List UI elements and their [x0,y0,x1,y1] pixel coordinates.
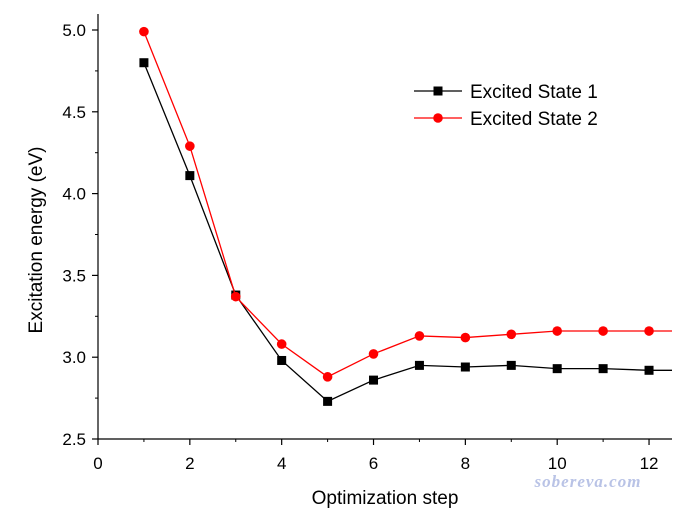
data-point [506,360,516,370]
x-axis-ticks: 0 2 4 6 8 10 12 [93,439,659,473]
y-axis-ticks: 2.5 3.0 3.5 4.0 4.5 5.0 [62,21,98,449]
data-point [414,360,424,370]
data-point [552,364,562,374]
y-axis-title: Excitation energy (eV) [26,147,47,334]
y-tick-label: 4.0 [62,185,86,204]
data-point [185,171,195,181]
data-point [368,349,379,359]
data-point [552,326,562,336]
x-tick-label: 12 [640,454,659,473]
x-tick-label: 6 [369,454,378,473]
legend: Excited State 1 Excited State 2 [414,82,598,130]
data-point [598,326,608,336]
x-tick-label: 2 [185,454,194,473]
data-point [230,291,241,302]
y-tick-label: 3.0 [62,348,86,367]
data-point [598,364,608,374]
data-point [139,26,149,37]
legend-label: Excited State 2 [470,109,598,130]
watermark: sobereva.com [534,472,642,491]
data-point [323,396,333,406]
plot-frame [97,14,672,440]
data-point [276,339,287,349]
data-point [414,331,425,341]
legend-item: Excited State 2 [414,109,598,130]
data-point [644,326,654,336]
y-tick-label: 3.5 [62,266,86,285]
y-tick-label: 4.5 [62,103,86,122]
x-tick-label: 0 [93,454,102,473]
legend-marker [433,86,443,96]
y-tick-label: 5.0 [62,21,86,40]
data-point [139,58,149,68]
series-layer [139,26,672,406]
x-axis-title: Optimization step [312,488,459,509]
x-tick-label: 4 [277,454,286,473]
data-point [277,355,287,365]
data-point [185,141,195,151]
legend-marker [433,113,443,123]
x-tick-label: 8 [461,454,470,473]
series-2 [139,26,672,382]
data-point [460,332,471,343]
data-point [322,372,333,382]
legend-item: Excited State 1 [414,82,598,103]
data-point [369,375,379,385]
x-tick-label: 10 [548,454,567,473]
y-tick-label: 2.5 [62,430,86,449]
legend-label: Excited State 1 [470,82,598,103]
data-point [506,329,517,340]
data-point [644,365,654,375]
data-point [460,362,470,372]
